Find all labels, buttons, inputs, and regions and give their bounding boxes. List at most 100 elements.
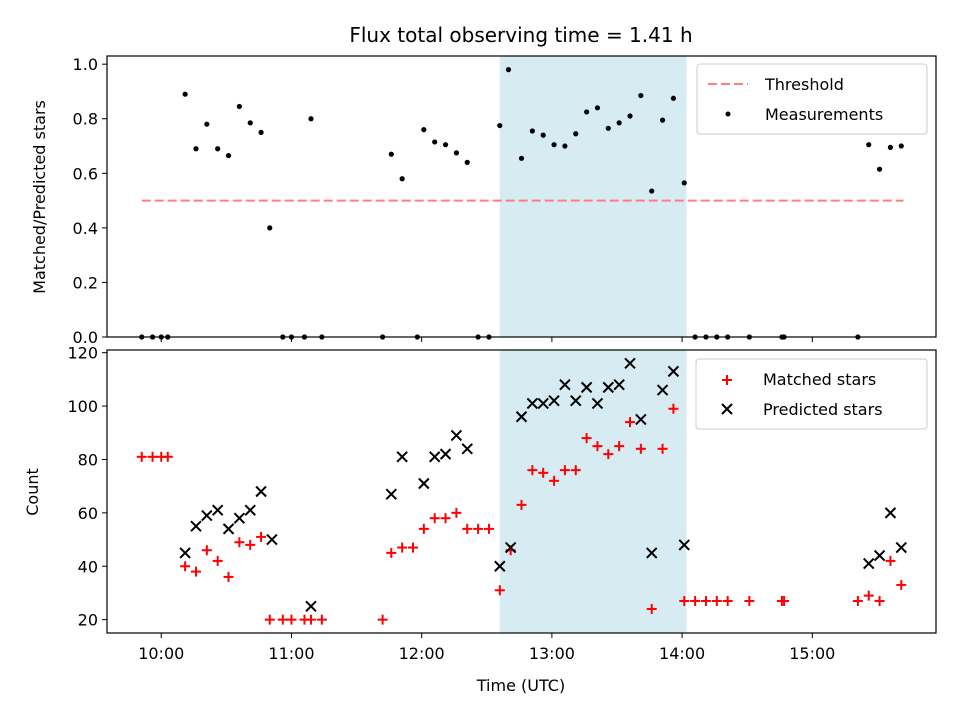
legend-threshold-label: Threshold (764, 75, 844, 94)
x-tick-label: 12:00 (399, 644, 445, 663)
matched-star-point (516, 499, 527, 510)
matched-star-point (440, 513, 451, 524)
matched-star-point (603, 449, 614, 460)
matched-star-point (451, 507, 462, 518)
predicted-star-point (570, 395, 582, 407)
measurement-point (518, 155, 525, 161)
matched-star-point (852, 595, 863, 606)
measurement-point (584, 109, 590, 115)
matched-star-point (744, 595, 755, 606)
matched-star-point (277, 614, 288, 625)
measurement-point (182, 91, 188, 97)
matched-star-point (614, 441, 625, 452)
matched-star-point (201, 545, 212, 556)
matched-star-point (397, 542, 408, 553)
predicted-stars-series (179, 357, 907, 613)
predicted-star-point (255, 485, 267, 498)
y-tick-label: 60 (78, 504, 98, 523)
predicted-star-point (537, 397, 549, 410)
x-tick-label: 15:00 (789, 644, 835, 663)
matched-stars-series (136, 403, 907, 625)
top-panel-y-ticks: 0.0 0.2 0.4 0.6 0.8 1.0 (73, 55, 107, 347)
matched-star-point (885, 555, 896, 566)
predicted-star-point (385, 488, 397, 500)
matched-star-point (527, 465, 538, 476)
matched-star-point (646, 603, 657, 614)
predicted-star-point (526, 397, 539, 410)
measurement-point (236, 103, 242, 110)
measurement-point (204, 121, 210, 127)
matched-star-point (722, 595, 733, 606)
measurement-point (497, 122, 503, 129)
legend-predicted-swatch (721, 403, 733, 415)
measurement-point (453, 150, 459, 156)
predicted-star-point (450, 429, 463, 442)
bottom-panel-x-ticks: 10:00 11:00 12:00 13:00 14:00 15:00 (138, 633, 835, 663)
top-panel-frame (106, 55, 937, 338)
measurement-point (225, 152, 232, 159)
predicted-star-point (884, 507, 897, 519)
y-tick-label: 80 (78, 450, 98, 469)
matched-star-point (657, 443, 668, 454)
matched-star-point (538, 467, 549, 478)
matched-star-point (635, 443, 646, 454)
predicted-star-point (211, 504, 224, 516)
bottom-legend: Matched stars Predicted stars (695, 358, 928, 430)
y-tick-label: 20 (78, 611, 98, 630)
measurement-point (258, 129, 264, 135)
matched-star-point (668, 403, 679, 414)
matched-star-point (407, 542, 418, 553)
x-tick-label: 11:00 (268, 644, 314, 663)
predicted-star-point (418, 477, 430, 490)
matched-star-point (234, 537, 245, 548)
legend-matched-swatch (722, 375, 732, 385)
predicted-star-point (624, 357, 636, 370)
measurement-point (649, 188, 655, 194)
measurement-point (399, 176, 405, 182)
top-legend: Threshold Measurements (696, 63, 928, 135)
predicted-star-point (190, 520, 202, 532)
matched-star-point (286, 614, 297, 625)
measurement-point (638, 92, 644, 99)
measurement-point (659, 117, 666, 123)
measurement-point (866, 142, 872, 148)
matched-star-point (264, 614, 275, 625)
measurement-point (605, 125, 611, 131)
predicted-star-point (580, 381, 593, 394)
y-tick-label: 0.0 (73, 328, 98, 347)
matched-star-point (190, 566, 201, 577)
measurement-point (573, 131, 579, 137)
matched-star-point (223, 571, 234, 582)
bottom-panel-frame (106, 349, 937, 634)
predicted-star-point (233, 512, 246, 524)
matched-star-point (679, 595, 690, 606)
matched-star-point (559, 465, 570, 476)
predicted-star-point (667, 365, 680, 378)
predicted-star-point (266, 533, 278, 546)
y-tick-label: 1.0 (73, 55, 98, 74)
legend-measurements-swatch (725, 111, 731, 117)
x-tick-label: 10:00 (138, 644, 184, 663)
top-panel-y-axis-label: Matched/Predicted stars (30, 100, 49, 294)
measurement-point (388, 151, 394, 157)
measurement-point (432, 139, 438, 145)
matched-star-point (212, 555, 223, 566)
measurement-point (551, 142, 557, 148)
measurements-series (139, 67, 904, 340)
measurement-point (247, 120, 253, 126)
y-tick-label: 40 (78, 557, 98, 576)
x-tick-label: 14:00 (659, 644, 705, 663)
matched-star-point (570, 465, 581, 476)
predicted-star-point (559, 379, 571, 391)
predicted-star-point (439, 448, 452, 460)
measurement-point (562, 143, 568, 149)
matched-star-point (386, 547, 397, 558)
bottom-panel-shaded-interval (499, 350, 687, 633)
matched-star-point (549, 475, 560, 486)
predicted-star-point (244, 504, 256, 516)
measurement-point (876, 166, 883, 172)
measurement-point (308, 116, 314, 122)
predicted-star-point (873, 549, 886, 562)
y-tick-label: 0.6 (73, 164, 98, 183)
